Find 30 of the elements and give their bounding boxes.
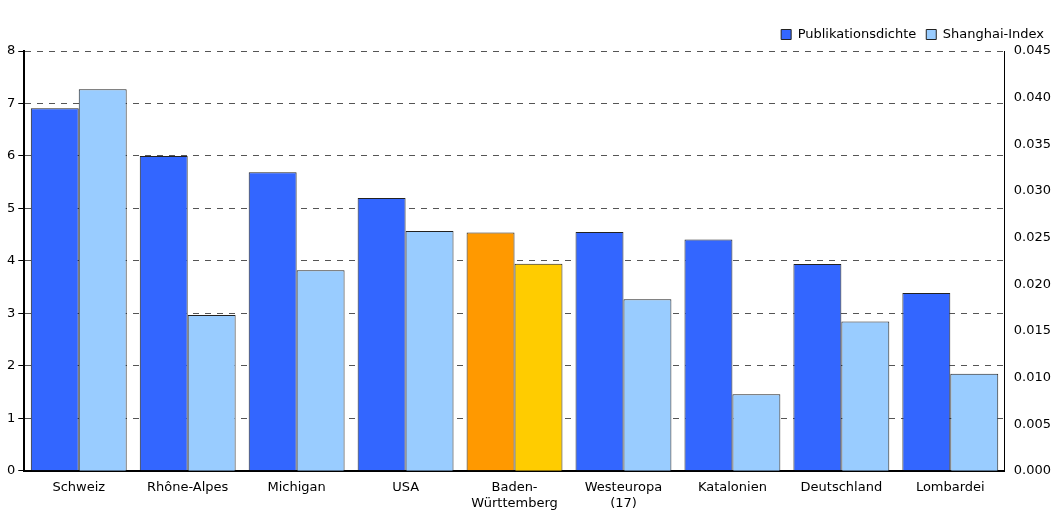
y-tick-label: 0 [6, 462, 16, 478]
y2-tick-label: 0.020 [1013, 275, 1051, 291]
x-tick-label: Rhône-Alpes [146, 478, 229, 494]
legend-label: Publikationsdichte [797, 25, 917, 41]
x-tick-label: Westeuropa (17) [584, 478, 663, 510]
y-tick-label: 8 [6, 42, 16, 58]
x-tick-label: USA [392, 478, 420, 494]
x-tick-label: Katalonien [697, 478, 767, 494]
y2-tick-label: 0.045 [1013, 42, 1051, 58]
y2-tick-label: 0.040 [1013, 89, 1051, 105]
y-tick-label: 3 [6, 304, 16, 320]
x-tick-label: Michigan [267, 478, 326, 494]
y-tick-label: 4 [6, 252, 16, 268]
x-tick-label: Baden- Württemberg [471, 478, 558, 510]
y2-tick-label: 0.005 [1013, 415, 1051, 431]
y-tick-label: 5 [6, 199, 16, 215]
y2-tick-label: 0.030 [1013, 182, 1051, 198]
y2-tick-label: 0.015 [1013, 322, 1051, 338]
y-tick-label: 1 [6, 409, 16, 425]
y-tick-label: 2 [6, 357, 16, 373]
legend-label: Shanghai-Index [942, 25, 1045, 41]
x-tick-label: Deutschland [800, 478, 883, 494]
y2-tick-label: 0.010 [1013, 368, 1051, 384]
y2-tick-label: 0.035 [1013, 135, 1051, 151]
y2-tick-label: 0.000 [1013, 462, 1051, 478]
y-tick-label: 6 [6, 147, 16, 163]
y2-tick-label: 0.025 [1013, 228, 1051, 244]
x-tick-label: Schweiz [52, 478, 106, 494]
y-tick-label: 7 [6, 94, 16, 110]
x-tick-label: Lombardei [915, 478, 985, 494]
